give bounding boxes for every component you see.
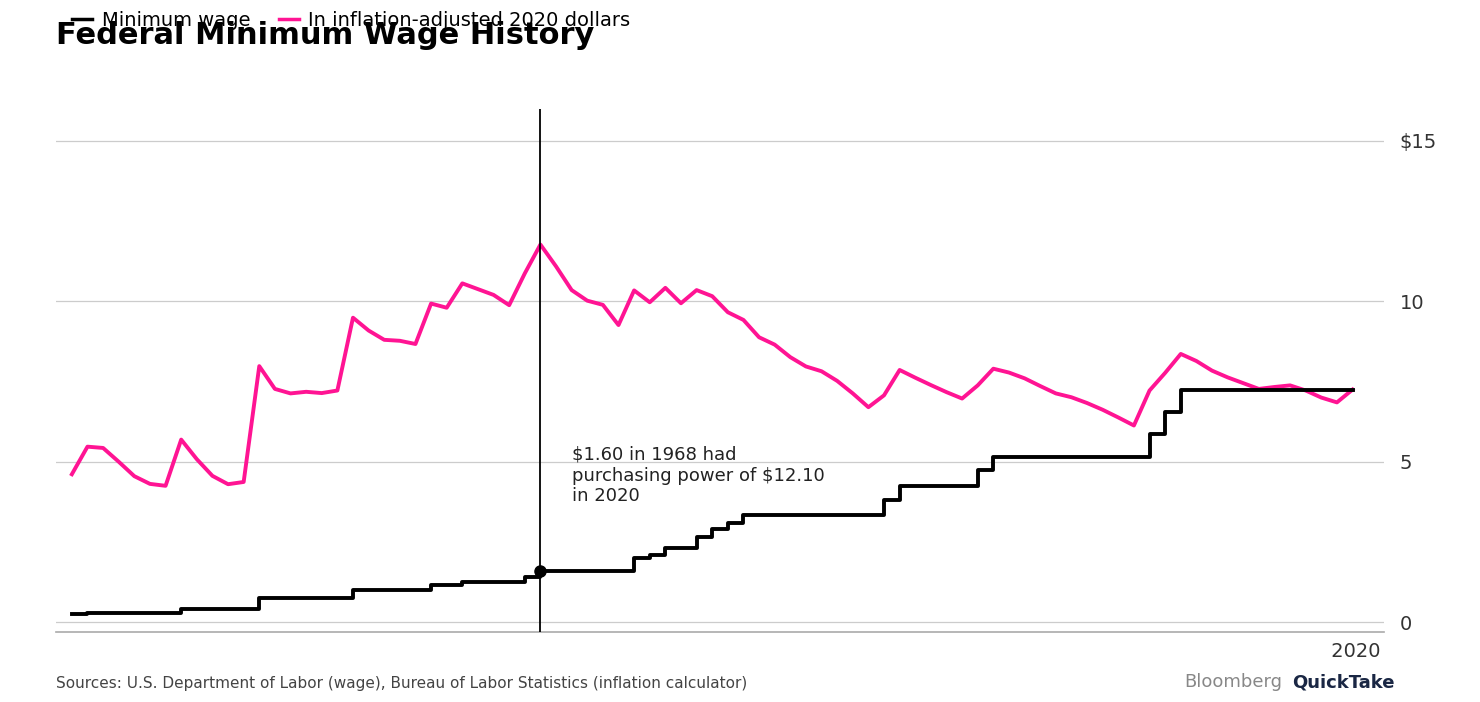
Text: Bloomberg: Bloomberg: [1184, 673, 1282, 691]
Text: QuickTake: QuickTake: [1292, 673, 1394, 691]
Text: Federal Minimum Wage History: Federal Minimum Wage History: [56, 21, 595, 50]
Text: $1.60 in 1968 had
purchasing power of $12.10
in 2020: $1.60 in 1968 had purchasing power of $1…: [571, 446, 824, 505]
Text: Sources: U.S. Department of Labor (wage), Bureau of Labor Statistics (inflation : Sources: U.S. Department of Labor (wage)…: [56, 677, 747, 691]
Legend: Minimum wage, In inflation-adjusted 2020 dollars: Minimum wage, In inflation-adjusted 2020…: [65, 4, 638, 38]
